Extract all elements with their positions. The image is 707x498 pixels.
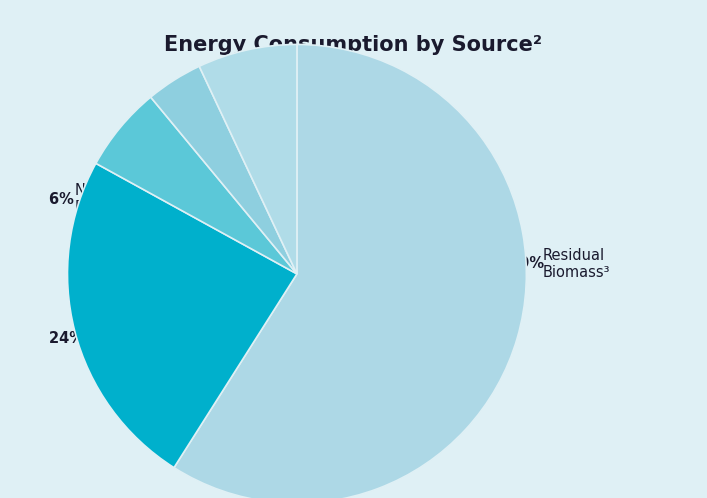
Text: Net Purchased
Electricity and Steam: Net Purchased Electricity and Steam: [75, 183, 232, 216]
Text: 7%: 7%: [226, 92, 256, 107]
Text: 4%: 4%: [170, 132, 199, 147]
Wedge shape: [174, 44, 527, 498]
Wedge shape: [96, 97, 297, 274]
Text: Other: Other: [195, 132, 237, 147]
Text: 24%: 24%: [49, 331, 90, 346]
Text: 6%: 6%: [49, 192, 79, 207]
Text: Residual
Biomass³: Residual Biomass³: [543, 248, 610, 280]
Text: 59%: 59%: [509, 256, 549, 271]
Text: Energy Consumption by Source²: Energy Consumption by Source²: [165, 35, 542, 55]
Text: Natural Gas: Natural Gas: [83, 331, 170, 346]
Wedge shape: [199, 44, 297, 274]
Wedge shape: [151, 66, 297, 274]
Text: Purchased Biomass: Purchased Biomass: [252, 92, 394, 107]
Wedge shape: [67, 163, 297, 468]
